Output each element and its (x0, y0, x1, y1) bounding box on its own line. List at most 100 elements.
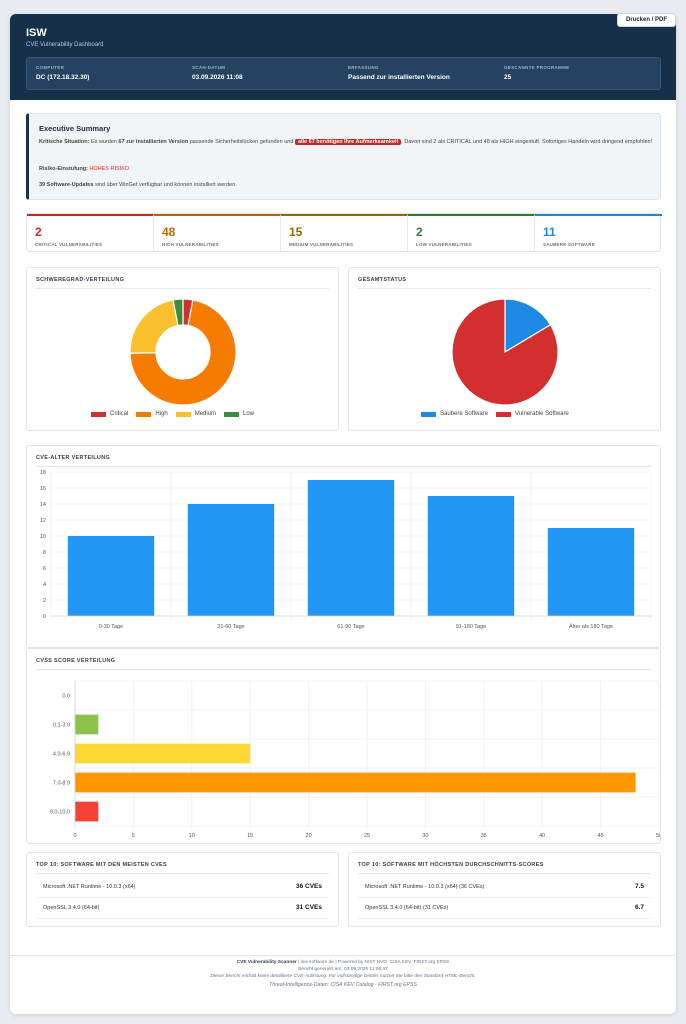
severity-legend: Critical High Medium Low (91, 411, 262, 417)
software-name: Microsoft .NET Runtime - 10.0.3 (x64) (43, 884, 136, 890)
y-tick-label: 10 (40, 534, 46, 540)
risk-rating: Risiko-Einstufung: HOHES RISIKO (39, 165, 654, 174)
info-value: 03.09.2026 11:08 (192, 74, 243, 81)
software-name: OpenSSL 3.4.0 (64-bit) (43, 905, 100, 911)
table-row: Microsoft .NET Runtime - 10.0.3 (x64) 36… (36, 877, 329, 898)
y-tick-label: 18 (40, 470, 46, 476)
x-tick-label: 0-30 Tage (99, 624, 123, 630)
y-tick-label: 0.0 (62, 694, 70, 700)
y-tick-label: 0 (43, 614, 46, 620)
info-value: 25 (504, 74, 512, 81)
stat-label: SAUBERE SOFTWARE (543, 242, 595, 247)
report-footer: CVE Vulnerability Scanner | isw-software… (10, 959, 676, 988)
footer-threat-intel: Threat-Intelligence-Daten: CISA KEV Cata… (269, 982, 417, 988)
average-score: 6.7 (634, 904, 644, 911)
slice-vulnerable-software (451, 298, 559, 406)
legend-label: Saubere Software (440, 411, 489, 417)
severity-card: SCHWEREGRAD-VERTEILUNG Critical High Mediu… (26, 267, 339, 431)
executive-summary-title: Executive Summary (39, 124, 111, 133)
top-cves-card: TOP 10: SOFTWARE MIT DEN MEISTEN CVES Mi… (26, 852, 339, 927)
table-row: Microsoft .NET Runtime - 10.0.3 (x64) (3… (358, 877, 651, 898)
cve-age-card: CVE-ALTER VERTEILUNG 0 2 4 6 8 10 12 14 16 18 0-30… (26, 445, 661, 648)
stat-value: 15 (289, 225, 303, 239)
legend-item-high: High (136, 411, 168, 417)
stat-label: HIGH VULNERABILITIES (162, 242, 219, 247)
top-scores-card: TOP 10: SOFTWARE MIT HÖCHSTEN DURCHSCHNI… (348, 852, 661, 927)
status-legend: Saubere Software Vulnerable Software (421, 411, 577, 417)
stat-label: MEDIUM VULNERABILITIES (289, 242, 354, 247)
legend-label: Medium (194, 411, 217, 417)
bar-cvss-9-0-10-0 (75, 801, 99, 822)
bar-91-180-tage (427, 496, 515, 616)
cve-count: 36 CVEs (295, 883, 322, 890)
x-tick-label: 50 (656, 833, 660, 839)
slice-low (172, 298, 184, 327)
bar-0-30-tage (67, 536, 155, 616)
stat-low: 2 LOW VULNERABILITIES (408, 214, 535, 251)
cve-age-bar-chart: 0 2 4 6 8 10 12 14 16 18 0-30 Tage 31-60 Tage 61-90 … (40, 470, 652, 630)
card-title: TOP 10: SOFTWARE MIT DEN MEISTEN CVES (36, 862, 167, 868)
text: zur installierten Version (126, 139, 189, 145)
x-tick-label: 5 (132, 833, 135, 839)
x-tick-label: 15 (247, 833, 253, 839)
divider (358, 873, 651, 874)
cvss-bar-chart: 0 5 10 15 20 25 30 35 40 45 50 0.0 0.1-3.9 4.0-6.9 7.0… (50, 680, 660, 839)
bar-cvss-0-1-3-9 (75, 714, 99, 735)
card-title: SCHWEREGRAD-VERTEILUNG (36, 277, 125, 283)
x-tick-label: 0 (73, 833, 76, 839)
legend-item-saubere-software: Saubere Software (421, 411, 488, 417)
print-pdf-button[interactable]: Drucken / PDF (617, 13, 676, 27)
x-tick-label: 61-90 Tage (337, 624, 364, 630)
slice-saubere-software (504, 298, 552, 354)
legend-label: Vulnerable Software (515, 411, 569, 417)
text: . Davon sind 2 als CRITICAL und 48 als H… (401, 139, 653, 145)
bar-cvss-4-0-6-9 (75, 743, 251, 764)
divider (358, 288, 651, 289)
legend-swatch (421, 411, 436, 417)
divider (36, 288, 329, 289)
legend-label: Critical (110, 411, 129, 417)
legend-label: Low (243, 411, 255, 417)
card-title: TOP 10: SOFTWARE MIT HÖCHSTEN DURCHSCHNI… (358, 862, 544, 868)
risk-label: Risiko-Einstufung: (39, 166, 88, 172)
software-name: Microsoft .NET Runtime - 10.0.3 (x64) (3… (365, 884, 485, 890)
divider (36, 669, 651, 670)
slice-high (129, 299, 237, 406)
text: Es wurden (90, 139, 117, 145)
text: passende Sicherheitslücken (189, 139, 259, 145)
report-page: ISW CVE Vulnerability Dashboard COMPUTER… (10, 14, 676, 1014)
divider (36, 466, 651, 467)
slice-medium (129, 299, 179, 354)
y-tick-label: 0.1-3.9 (53, 723, 70, 729)
critical-label: Kritische Situation: (39, 139, 90, 145)
text: sind über WinGet verfügbar und können in… (94, 182, 237, 188)
card-title: CVE-ALTER VERTEILUNG (36, 455, 111, 461)
text: gefunden und (259, 139, 294, 145)
x-tick-label: 10 (189, 833, 195, 839)
critical-situation-text: Kritische Situation: Es wurden 67 zur in… (39, 138, 654, 147)
status-pie-chart (451, 298, 559, 406)
scan-info-bar: COMPUTER DC (172.18.32.30) SCAN-DATUM 03… (26, 57, 661, 90)
footer-note: Dieser Bericht enthält keine detailliert… (210, 974, 476, 979)
bar-lter-als-180-tage (547, 528, 635, 616)
bar-cvss-7-0-8-9 (75, 772, 636, 793)
stat-medium: 15 MEDIUM VULNERABILITIES (281, 214, 408, 251)
footer-brand: CVE Vulnerability Scanner (236, 960, 297, 965)
y-tick-label: 2 (43, 598, 46, 604)
legend-item-critical: Critical (91, 411, 128, 417)
table-row: OpenSSL 3.4.0 (64-bit) (31 CVEs) 6.7 (358, 898, 651, 919)
stat-value: 2 (35, 225, 42, 239)
x-tick-label: 30 (422, 833, 428, 839)
status-card: GESAMTSTATUS Saubere Software Vulnerable … (348, 267, 661, 431)
footer-divider (10, 955, 676, 956)
stat-value: 48 (162, 225, 176, 239)
x-tick-label: Älter als 180 Tage (569, 623, 613, 630)
cve-count: 31 CVEs (295, 904, 322, 911)
x-tick-label: 40 (539, 833, 545, 839)
x-tick-label: 31-60 Tage (217, 624, 244, 630)
stat-value: 2 (416, 225, 423, 239)
stat-label: CRITICAL VULNERABILITIES (35, 242, 103, 247)
legend-item-medium: Medium (175, 411, 217, 417)
dashboard-subtitle: CVE Vulnerability Dashboard (26, 42, 104, 48)
info-computer: COMPUTER DC (172.18.32.30) (36, 65, 89, 81)
